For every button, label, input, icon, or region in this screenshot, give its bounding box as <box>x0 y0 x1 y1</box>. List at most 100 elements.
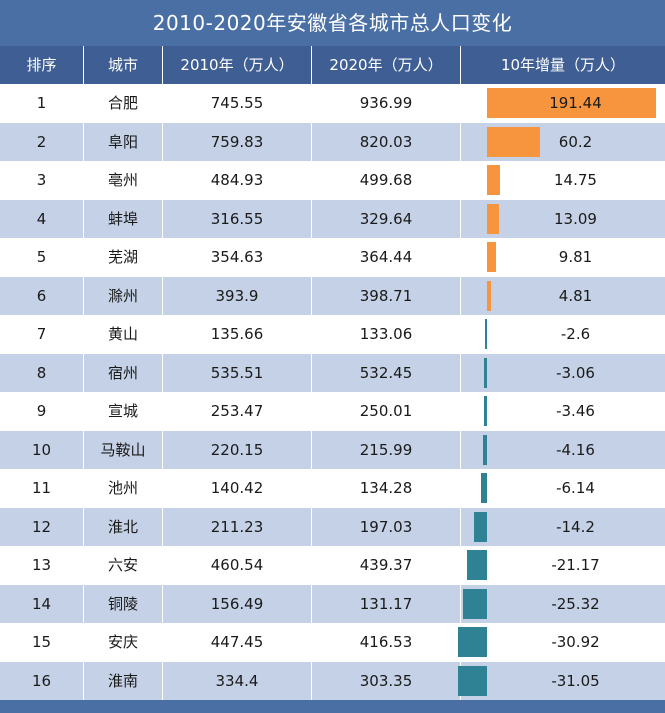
cell-y2010: 156.49 <box>162 584 311 623</box>
cell-y2010: 334.4 <box>162 661 311 700</box>
cell-growth-bg <box>460 430 665 469</box>
cell-y2010: 135.66 <box>162 315 311 353</box>
header-rank: 排序 <box>0 46 83 84</box>
bottom-bar <box>0 700 665 713</box>
cell-growth: -3.46 <box>556 402 595 420</box>
cell-growth: 191.44 <box>549 94 602 112</box>
data-bar-negative <box>484 319 487 349</box>
table-row: 4 蚌埠 316.55 329.64 13.09 <box>0 199 665 238</box>
table-row: 1 合肥 745.55 936.99 191.44 <box>0 84 665 122</box>
cell-y2010: 393.9 <box>162 276 311 315</box>
cell-growth: -6.14 <box>556 479 595 497</box>
cell-y2020: 936.99 <box>311 84 460 122</box>
cell-city: 亳州 <box>83 161 162 199</box>
cell-city: 芜湖 <box>83 238 162 276</box>
cell-city: 淮北 <box>83 507 162 546</box>
cell-growth: -4.16 <box>556 440 595 459</box>
cell-rank: 14 <box>31 594 52 613</box>
cell-growth-bg <box>460 315 665 353</box>
cell-rank: 15 <box>31 633 52 651</box>
table-row: 3 亳州 484.93 499.68 14.75 <box>0 161 665 199</box>
cell-rank: 8 <box>36 363 47 382</box>
cell-city: 黄山 <box>83 315 162 353</box>
data-bar-positive <box>487 126 541 157</box>
cell-city: 宿州 <box>83 353 162 392</box>
cell-growth-bg <box>460 238 665 276</box>
cell-y2010: 484.93 <box>162 161 311 199</box>
cell-y2010: 140.42 <box>162 469 311 507</box>
cell-city: 六安 <box>83 546 162 584</box>
cell-growth-bg <box>460 199 665 238</box>
data-bar-negative <box>473 511 487 542</box>
cell-rank: 9 <box>36 402 47 420</box>
cell-y2020: 215.99 <box>311 430 460 469</box>
table-row: 2 阜阳 759.83 820.03 60.2 <box>0 122 665 161</box>
cell-city: 滁州 <box>83 276 162 315</box>
cell-city: 安庆 <box>83 623 162 661</box>
cell-rank: 1 <box>36 94 47 112</box>
data-bar-positive <box>487 88 656 118</box>
header-2010: 2010年（万人） <box>162 46 311 84</box>
cell-growth-bg <box>460 161 665 199</box>
table-row: 6 滁州 393.9 398.71 4.81 <box>0 276 665 315</box>
cell-rank: 3 <box>36 171 47 189</box>
header-growth: 10年增量（万人） <box>460 46 665 84</box>
cell-growth-bg <box>460 276 665 315</box>
data-bar-negative <box>467 550 487 580</box>
cell-y2010: 759.83 <box>162 122 311 161</box>
cell-growth-bg <box>460 353 665 392</box>
table-row: 9 宣城 253.47 250.01 -3.46 <box>0 392 665 430</box>
cell-growth-bg <box>460 469 665 507</box>
cell-y2010: 316.55 <box>162 199 311 238</box>
cell-city: 池州 <box>83 469 162 507</box>
cell-y2020: 364.44 <box>311 238 460 276</box>
cell-rank: 11 <box>31 479 52 497</box>
cell-rank: 5 <box>36 248 47 266</box>
cell-y2020: 398.71 <box>311 276 460 315</box>
cell-y2010: 220.15 <box>162 430 311 469</box>
cell-y2020: 439.37 <box>311 546 460 584</box>
cell-growth: 14.75 <box>554 171 597 189</box>
cell-y2020: 303.35 <box>311 661 460 700</box>
header-city: 城市 <box>83 46 162 84</box>
cell-city: 阜阳 <box>83 122 162 161</box>
cell-y2020: 329.64 <box>311 199 460 238</box>
cell-growth: -25.32 <box>551 594 600 613</box>
cell-growth: 60.2 <box>558 132 593 151</box>
cell-city: 合肥 <box>83 84 162 122</box>
cell-growth: -2.6 <box>560 325 591 343</box>
cell-y2020: 131.17 <box>311 584 460 623</box>
data-bar-positive <box>487 242 496 272</box>
cell-growth-bg <box>460 584 665 623</box>
cell-city: 蚌埠 <box>83 199 162 238</box>
cell-growth: -31.05 <box>551 671 600 690</box>
cell-growth: -3.06 <box>556 363 595 382</box>
cell-rank: 10 <box>31 440 52 459</box>
table-row: 7 黄山 135.66 133.06 -2.6 <box>0 315 665 353</box>
cell-rank: 16 <box>31 671 52 690</box>
cell-growth-bg <box>460 122 665 161</box>
cell-y2010: 745.55 <box>162 84 311 122</box>
table-row: 14 铜陵 156.49 131.17 -25.32 <box>0 584 665 623</box>
table-row: 15 安庆 447.45 416.53 -30.92 <box>0 623 665 661</box>
data-bar-negative <box>458 665 487 696</box>
cell-growth-bg <box>460 507 665 546</box>
cell-city: 马鞍山 <box>83 430 162 469</box>
table-row: 11 池州 140.42 134.28 -6.14 <box>0 469 665 507</box>
cell-y2020: 532.45 <box>311 353 460 392</box>
cell-rank: 12 <box>31 517 52 536</box>
cell-city: 淮南 <box>83 661 162 700</box>
cell-growth: 9.81 <box>558 248 593 266</box>
cell-rank: 7 <box>36 325 47 343</box>
cell-rank: 6 <box>36 286 47 305</box>
cell-y2020: 820.03 <box>311 122 460 161</box>
cell-y2020: 133.06 <box>311 315 460 353</box>
cell-growth-bg <box>460 546 665 584</box>
cell-growth: -30.92 <box>551 633 600 651</box>
table-row: 10 马鞍山 220.15 215.99 -4.16 <box>0 430 665 469</box>
data-bar-positive <box>487 203 499 234</box>
cell-y2020: 134.28 <box>311 469 460 507</box>
cell-y2010: 253.47 <box>162 392 311 430</box>
data-bar-negative <box>458 627 487 657</box>
